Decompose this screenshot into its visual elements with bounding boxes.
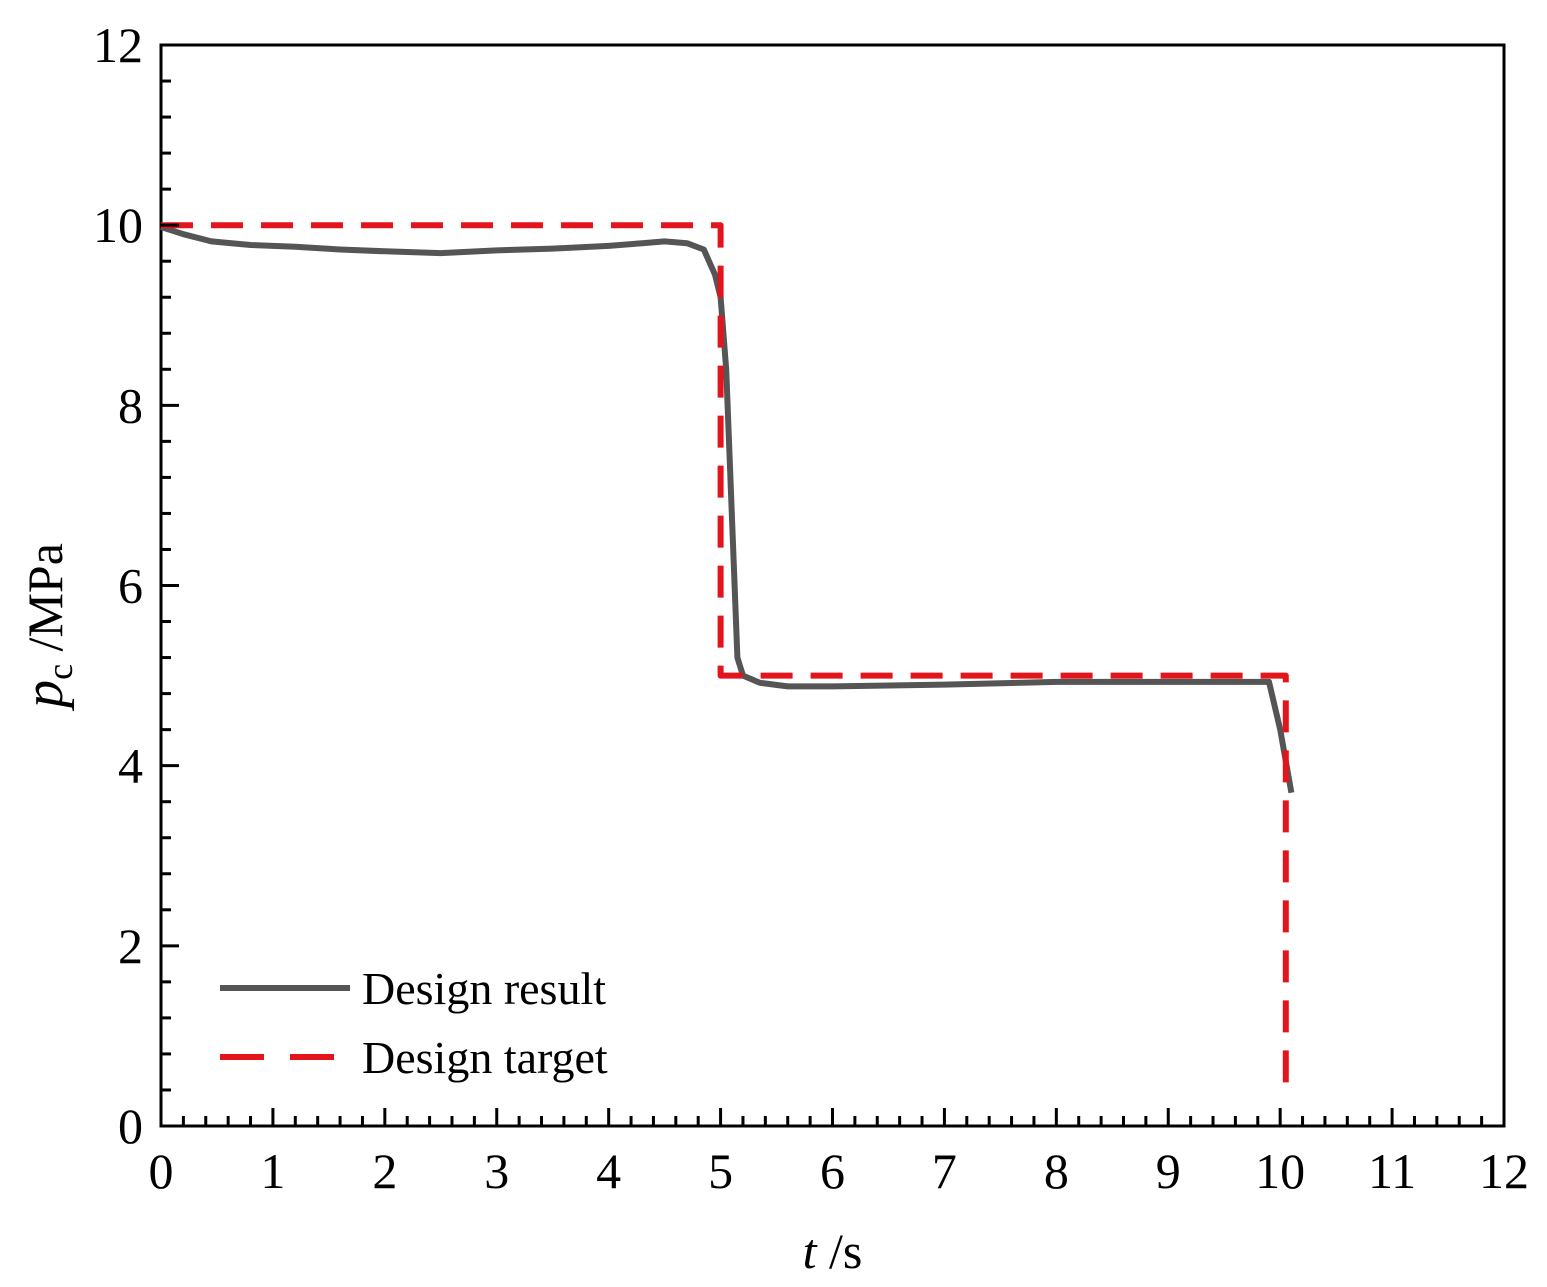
y-tick-label: 10: [93, 197, 143, 253]
x-axis-var: t: [803, 1223, 818, 1279]
series-line-1: [160, 224, 1295, 794]
x-tick-label: 1: [260, 1143, 285, 1199]
x-tick-label: 2: [372, 1143, 397, 1199]
legend-label-2: Design target: [362, 1032, 608, 1083]
x-tick-label: 5: [708, 1143, 733, 1199]
y-tick-label: 12: [93, 17, 143, 73]
x-axis-unit: /s: [817, 1223, 863, 1279]
y-axis-unit: /MPa: [17, 543, 73, 664]
y-tick-label: 4: [118, 738, 143, 794]
series-line-2: [161, 222, 1289, 1099]
y-axis-subscript: c: [40, 664, 80, 680]
x-tick-label: 0: [149, 1143, 174, 1199]
series-layer: [160, 222, 1295, 1099]
x-tick-label: 9: [1156, 1143, 1181, 1199]
x-tick-label: 11: [1368, 1143, 1416, 1199]
y-axis-var: p: [13, 680, 75, 712]
y-axis-label: pc /MPa: [13, 543, 80, 712]
x-tick-label: 4: [596, 1143, 621, 1199]
legend-label-1: Design result: [362, 963, 606, 1014]
y-tick-label: 8: [118, 377, 143, 433]
y-tick-label: 6: [118, 558, 143, 614]
y-tick-label: 0: [118, 1098, 143, 1154]
x-tick-label: 8: [1044, 1143, 1069, 1199]
x-tick-label: 10: [1255, 1143, 1305, 1199]
y-tick-label: 2: [118, 918, 143, 974]
x-tick-label: 12: [1479, 1143, 1529, 1199]
x-axis-label: t /s: [803, 1223, 863, 1279]
x-tick-label: 6: [820, 1143, 845, 1199]
x-tick-label: 7: [932, 1143, 957, 1199]
legend: Design result Design target: [220, 963, 608, 1083]
x-tick-label: 3: [484, 1143, 509, 1199]
